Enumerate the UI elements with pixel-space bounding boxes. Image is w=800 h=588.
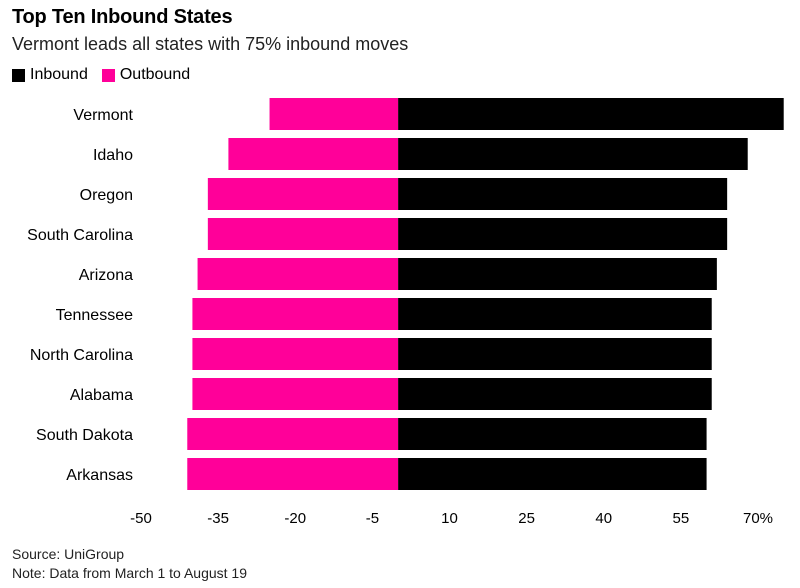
- bar-inbound-vermont: [398, 98, 784, 130]
- x-tick-label: 40: [595, 510, 612, 527]
- legend-swatch-outbound: [101, 68, 115, 82]
- source-note: Source: UniGroup: [12, 546, 125, 562]
- legend-item-outbound: Outbound: [101, 66, 191, 84]
- bar-inbound-south-carolina: [398, 218, 728, 250]
- category-label-south-dakota: South Dakota: [36, 427, 133, 444]
- bar-inbound-south-dakota: [398, 418, 707, 450]
- bar-inbound-tennessee: [398, 298, 712, 330]
- bar-outbound-south-dakota: [187, 418, 399, 450]
- bar-outbound-tennessee: [192, 298, 399, 330]
- x-tick-label: -20: [284, 510, 306, 527]
- bar-inbound-idaho: [398, 138, 748, 170]
- category-label-vermont: Vermont: [73, 107, 133, 124]
- category-label-idaho: Idaho: [93, 147, 133, 164]
- date-note: Note: Data from March 1 to August 19: [12, 565, 248, 581]
- x-tick-label: -35: [207, 510, 229, 527]
- legend-item-inbound: Inbound: [12, 66, 88, 84]
- legend: Inbound Outbound: [12, 66, 204, 84]
- x-tick-label: -5: [366, 510, 379, 527]
- bar-inbound-oregon: [398, 178, 728, 210]
- x-tick-label: 25: [518, 510, 535, 527]
- bar-outbound-arizona: [197, 258, 399, 290]
- x-tick-label: 10: [441, 510, 458, 527]
- chart-subtitle: Vermont leads all states with 75% inboun…: [12, 34, 409, 54]
- bar-inbound-arizona: [398, 258, 717, 290]
- bar-inbound-north-carolina: [398, 338, 712, 370]
- category-label-north-carolina: North Carolina: [30, 347, 133, 364]
- x-tick-label: 70%: [743, 510, 773, 527]
- x-tick-label: -50: [130, 510, 152, 527]
- legend-swatch-inbound: [12, 68, 25, 82]
- bar-chart: Vermont Idaho Oregon South Carolina Arizona T…: [27, 98, 784, 527]
- category-label-arkansas: Arkansas: [66, 467, 133, 484]
- bar-outbound-arkansas: [187, 458, 399, 490]
- category-label-alabama: Alabama: [70, 387, 133, 404]
- bar-outbound-alabama: [192, 378, 399, 410]
- legend-label-inbound: Inbound: [30, 66, 88, 83]
- bar-outbound-vermont: [269, 98, 399, 130]
- chart-title: Top Ten Inbound States: [12, 6, 233, 28]
- category-label-oregon: Oregon: [80, 187, 133, 204]
- category-label-south-carolina: South Carolina: [27, 227, 133, 244]
- x-tick-label: 55: [673, 510, 690, 527]
- category-label-tennessee: Tennessee: [56, 307, 133, 324]
- bar-outbound-oregon: [207, 178, 399, 210]
- legend-label-outbound: Outbound: [119, 66, 191, 83]
- bar-inbound-arkansas: [398, 458, 707, 490]
- bar-inbound-alabama: [398, 378, 712, 410]
- bar-outbound-north-carolina: [192, 338, 399, 370]
- category-label-arizona: Arizona: [79, 267, 133, 284]
- bar-outbound-idaho: [228, 138, 399, 170]
- bar-outbound-south-carolina: [207, 218, 399, 250]
